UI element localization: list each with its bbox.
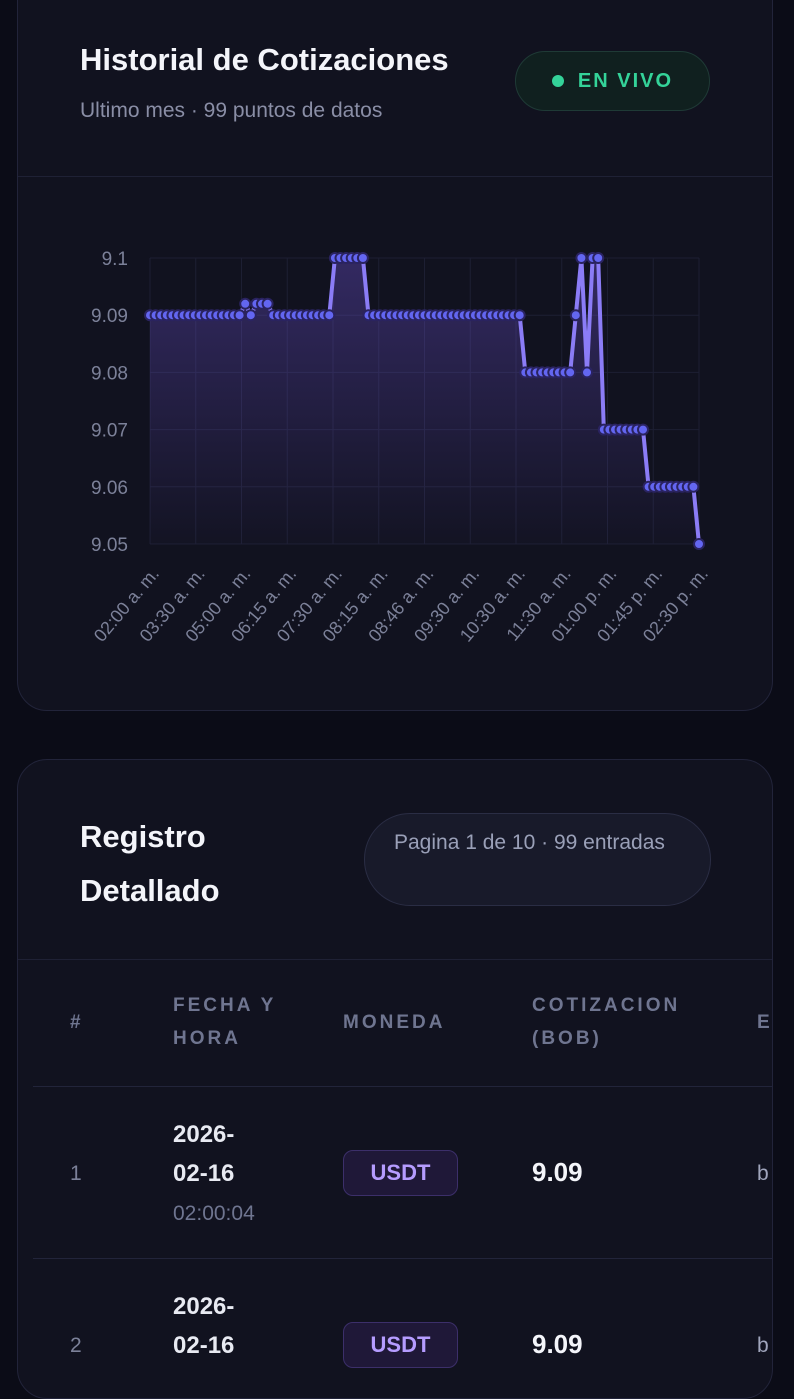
history-title: Historial de Cotizaciones xyxy=(80,42,449,77)
row-source: b xyxy=(757,1334,769,1357)
data-point xyxy=(581,366,593,379)
data-point xyxy=(261,297,274,310)
data-point xyxy=(356,252,369,264)
row-divider xyxy=(33,1258,772,1259)
row-rate: 9.09 xyxy=(532,1329,583,1359)
data-point xyxy=(564,366,577,379)
data-point xyxy=(244,309,257,322)
column-header-coin[interactable]: MONEDA xyxy=(343,1012,446,1033)
column-header-source[interactable]: E xyxy=(757,1012,773,1033)
live-label: EN VIVO xyxy=(577,69,674,92)
live-dot-icon xyxy=(551,75,564,87)
data-point xyxy=(513,309,526,322)
data-point xyxy=(575,252,588,264)
y-tick-label: 9.05 xyxy=(91,535,128,556)
coin-badge: USDT xyxy=(343,1150,458,1196)
data-point xyxy=(239,297,252,310)
data-point xyxy=(233,309,246,322)
column-header-index: # xyxy=(70,1012,84,1033)
log-title: Registro Detallado xyxy=(80,819,220,908)
coin-badge: USDT xyxy=(343,1322,458,1368)
y-tick-label: 9.1 xyxy=(102,249,128,270)
series-area xyxy=(150,258,699,544)
row-index: 1 xyxy=(70,1162,82,1185)
column-header-rate[interactable]: COTIZACION (BOB) xyxy=(532,995,681,1049)
live-status-badge: EN VIVO xyxy=(515,51,710,111)
column-header-datetime[interactable]: FECHA Y HORA xyxy=(173,995,277,1049)
row-date: 2026-02-16 xyxy=(173,1293,235,1359)
data-point xyxy=(592,252,605,264)
data-point xyxy=(687,480,700,493)
row-index: 2 xyxy=(70,1334,82,1357)
history-card: Historial de Cotizaciones Ultimo mes · 9… xyxy=(17,0,773,711)
data-point xyxy=(693,538,705,550)
data-point xyxy=(637,423,649,436)
y-tick-label: 9.09 xyxy=(91,306,128,327)
history-divider xyxy=(18,176,772,177)
pagination-badge: Pagina 1 de 10 · 99 entradas xyxy=(364,813,711,906)
table-header-rule xyxy=(33,1086,772,1087)
y-tick-label: 9.06 xyxy=(91,478,128,499)
y-tick-label: 9.07 xyxy=(91,421,128,442)
row-source: b xyxy=(757,1162,769,1185)
row-rate: 9.09 xyxy=(532,1157,583,1187)
row-time: 02:00:04 xyxy=(173,1202,255,1225)
log-divider xyxy=(18,959,772,960)
row-date: 2026-02-16 xyxy=(173,1121,235,1187)
y-tick-label: 9.08 xyxy=(91,363,128,384)
data-point xyxy=(569,309,582,322)
data-point xyxy=(323,309,336,322)
history-subtitle: Ultimo mes · 99 puntos de datos xyxy=(80,99,383,122)
log-card: Registro Detallado Pagina 1 de 10 · 99 e… xyxy=(17,759,773,1399)
